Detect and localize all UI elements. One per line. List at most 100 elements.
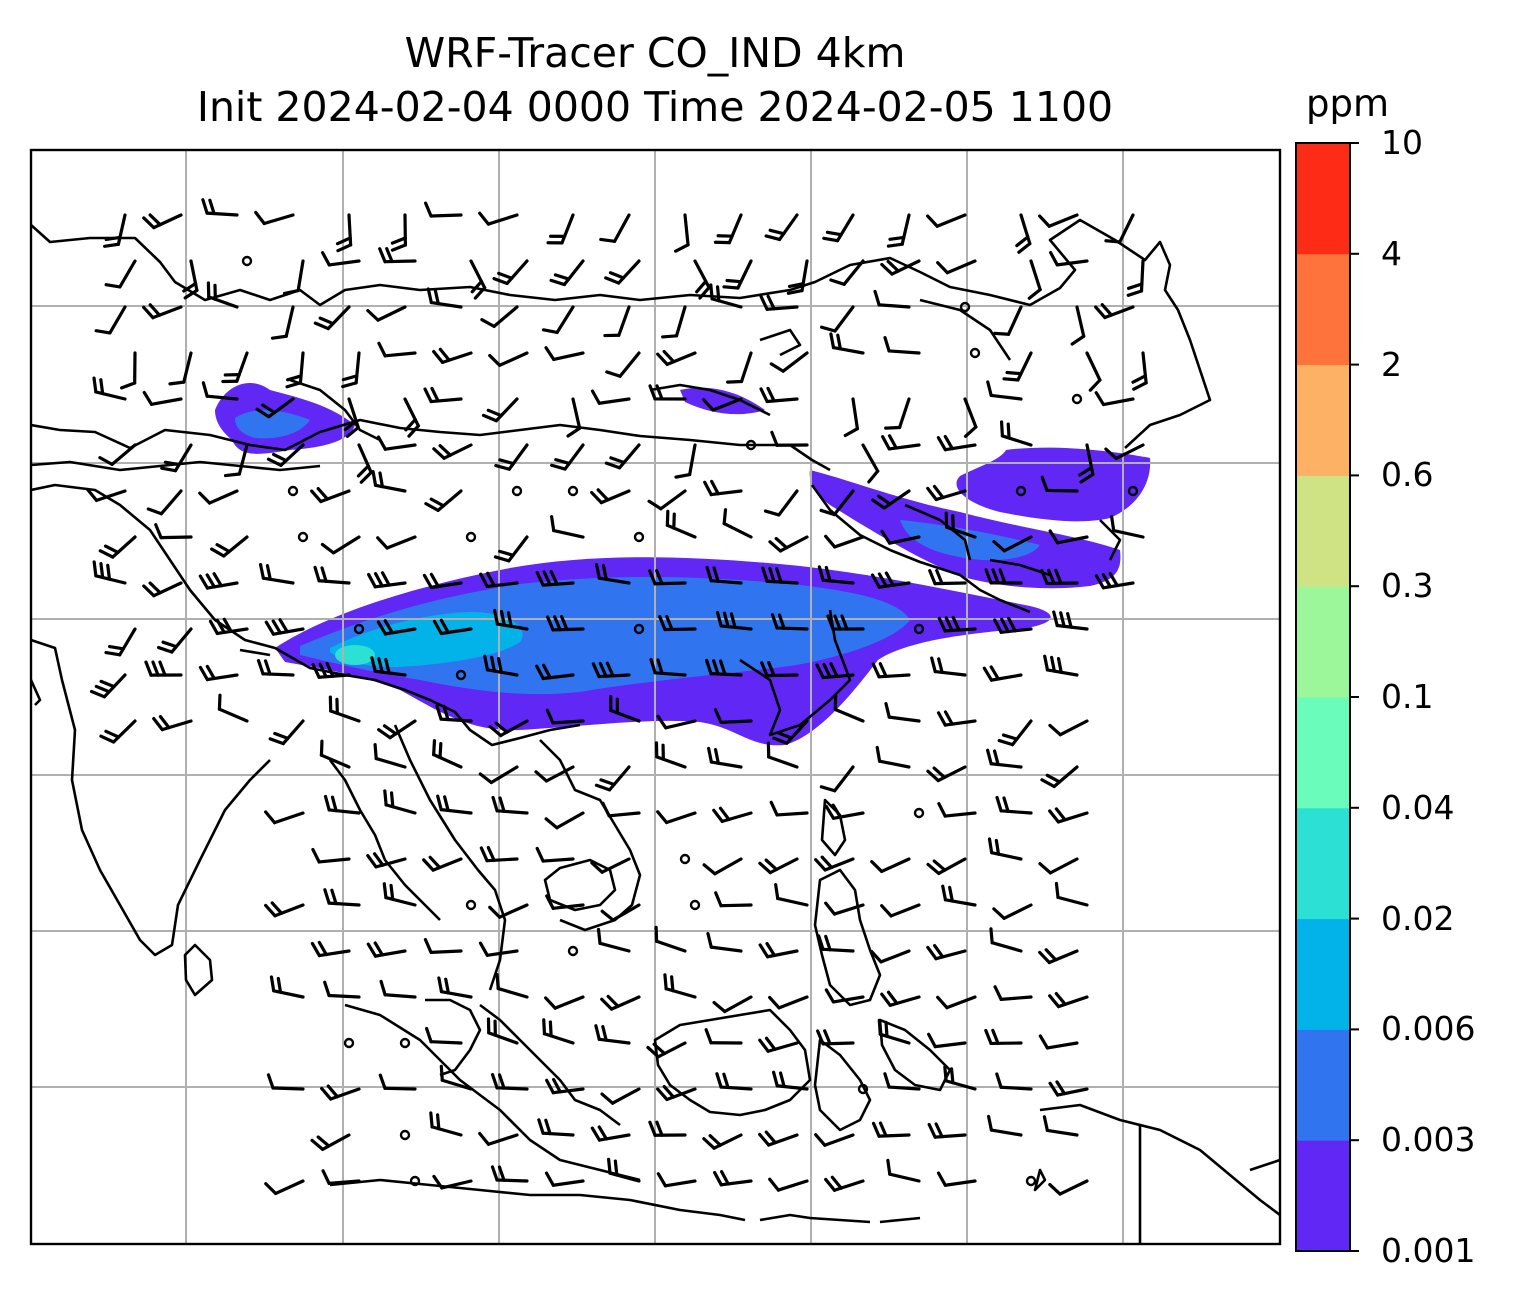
wind-barb — [936, 1171, 977, 1187]
colorbar-segment — [1296, 807, 1350, 920]
calm-wind-marker — [297, 531, 309, 543]
wind-barb — [937, 615, 977, 633]
wind-barb — [376, 435, 417, 451]
wind-barb — [144, 660, 183, 677]
wind-barb — [772, 719, 809, 745]
calm-wind-marker — [1025, 1175, 1037, 1187]
wind-barb — [544, 1171, 585, 1187]
wind-barb — [817, 934, 855, 953]
map-frame — [29, 148, 1282, 1246]
wind-barb — [707, 746, 743, 769]
wind-barb — [323, 980, 361, 999]
wind-barb — [390, 213, 407, 252]
colorbar-segment — [1296, 697, 1350, 809]
wind-barb — [594, 765, 631, 792]
wind-barb — [217, 693, 249, 723]
wind-barb — [768, 535, 809, 553]
wind-barb — [880, 903, 921, 918]
wind-barb — [654, 925, 687, 953]
wind-barb — [984, 1028, 1023, 1046]
colorbar-tick-label: 0.006 — [1381, 1009, 1476, 1049]
wind-barb — [603, 305, 631, 338]
wind-barb — [995, 795, 1033, 815]
wind-barb — [323, 794, 361, 815]
wind-barb — [875, 745, 911, 769]
wind-barb — [600, 1087, 641, 1105]
wind-barb — [600, 994, 641, 1011]
wind-barb — [926, 765, 967, 783]
wind-barb — [814, 855, 855, 872]
wind-barb — [649, 657, 687, 677]
wind-barb — [927, 1122, 967, 1139]
wind-barb — [481, 397, 519, 423]
wind-barb — [824, 901, 865, 916]
wind-barb — [936, 434, 977, 452]
wind-barb — [264, 901, 305, 918]
wind-barb — [926, 857, 967, 876]
wind-barb — [545, 708, 585, 725]
wind-barb — [221, 351, 249, 384]
calm-wind-marker — [455, 669, 467, 681]
calm-wind-marker — [409, 1175, 421, 1187]
wind-barb — [928, 568, 967, 586]
wind-barb — [92, 560, 127, 585]
wind-barb — [605, 351, 641, 378]
wind-barb — [282, 259, 305, 296]
wind-barb — [702, 1133, 743, 1150]
calm-wind-marker — [241, 255, 253, 267]
wind-barb — [1131, 351, 1148, 391]
calm-wind-marker — [913, 623, 925, 635]
calm-wind-marker — [913, 807, 925, 819]
wind-barb — [382, 882, 417, 907]
wind-barb — [92, 376, 127, 401]
wind-barb — [168, 351, 193, 386]
wind-barb — [478, 211, 519, 226]
wind-barb — [999, 420, 1033, 447]
wind-barb — [319, 739, 351, 769]
wind-barb — [703, 479, 743, 497]
wind-barb — [370, 656, 407, 677]
calm-wind-marker — [465, 531, 477, 543]
wind-barb — [479, 845, 519, 863]
wind-barb — [764, 213, 799, 242]
wind-barb — [758, 1036, 799, 1053]
wind-barb — [198, 489, 239, 505]
wind-barb — [590, 488, 631, 505]
wind-barb — [535, 846, 575, 863]
colorbar-tick-label: 0.001 — [1381, 1231, 1476, 1270]
wind-barb — [1027, 259, 1042, 300]
wind-barb — [833, 693, 865, 723]
wind-barb — [601, 801, 641, 818]
wind-barb — [936, 259, 977, 275]
calm-wind-marker — [689, 899, 701, 911]
colorbar-segment — [1296, 475, 1350, 587]
wind-barb — [705, 565, 743, 585]
wind-barb — [989, 927, 1023, 953]
wind-barbs — [86, 198, 1148, 1196]
wind-barb — [654, 741, 687, 769]
wind-barb — [693, 259, 711, 300]
wind-barb — [379, 979, 417, 999]
wind-barb — [817, 565, 855, 585]
wind-barb — [926, 213, 967, 228]
wind-barb — [590, 389, 631, 405]
calm-wind-marker — [1015, 485, 1027, 497]
wind-barb — [206, 281, 239, 309]
calm-wind-marker — [343, 1037, 355, 1049]
wind-barb — [886, 1158, 921, 1183]
colorbar-tick-label: 0.3 — [1381, 566, 1434, 606]
colorbar-segment — [1296, 364, 1350, 476]
calm-wind-marker — [567, 945, 579, 957]
wind-barb — [154, 523, 193, 540]
wind-barb — [1094, 391, 1135, 407]
wind-barb — [1070, 305, 1086, 346]
wind-barb — [436, 794, 473, 815]
wind-barb — [494, 443, 529, 471]
wind-barb — [926, 943, 967, 961]
wind-barb — [142, 213, 183, 230]
wind-barb — [371, 470, 407, 493]
wind-barb — [647, 489, 687, 511]
calm-wind-marker — [633, 531, 645, 543]
wind-barb — [824, 803, 865, 820]
wind-barb — [1094, 571, 1135, 590]
